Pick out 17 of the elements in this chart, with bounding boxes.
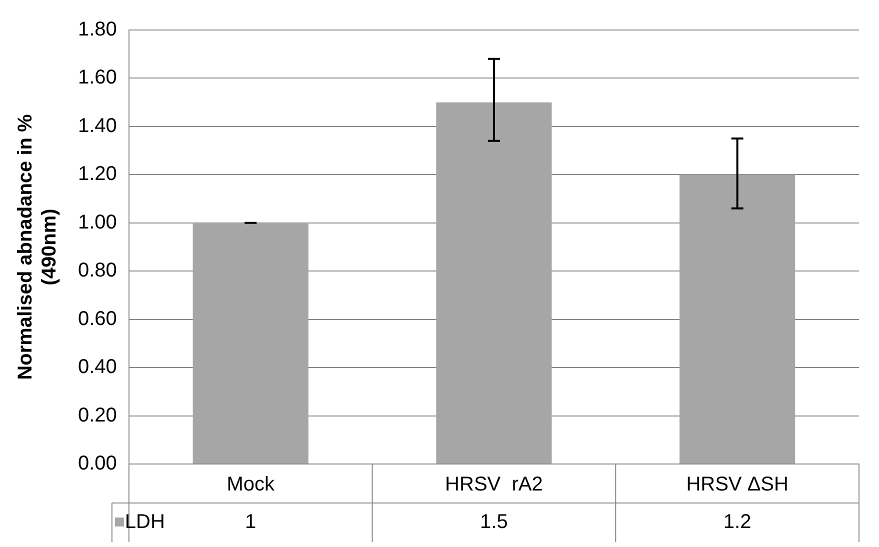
- y-tick-label: 0.00: [78, 452, 117, 475]
- y-tick-label: 0.20: [78, 404, 117, 426]
- bar: [680, 174, 796, 464]
- y-tick-label: 0.60: [78, 308, 117, 330]
- x-tick-label: HRSV rA2: [445, 474, 543, 496]
- y-tick-label: 1.60: [78, 66, 117, 89]
- bar: [436, 102, 552, 464]
- y-tick-label: 0.40: [78, 356, 117, 378]
- y-tick-label: 0.80: [78, 260, 117, 282]
- y-axis-title: Normalised abnadance in % (490nm): [14, 114, 61, 380]
- y-tick-label: 1.40: [78, 114, 117, 137]
- y-tick-label: 1.00: [78, 211, 117, 234]
- y-tick-label: 1.80: [78, 18, 117, 41]
- bar: [192, 222, 308, 464]
- x-tick-label: HRSV ΔSH: [686, 474, 788, 496]
- x-tick-label: Mock: [226, 474, 276, 496]
- y-tick-label: 1.20: [78, 163, 117, 186]
